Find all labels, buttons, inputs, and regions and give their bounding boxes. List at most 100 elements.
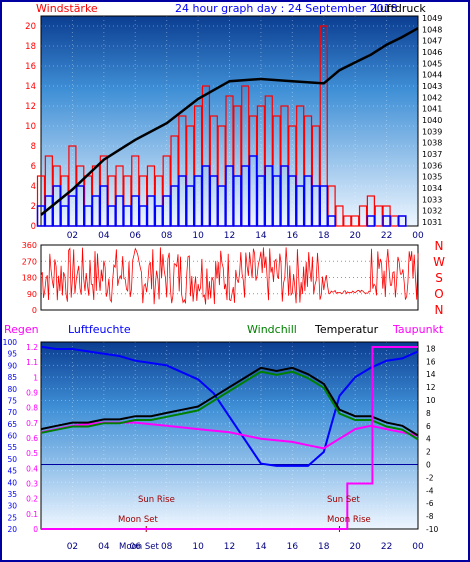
legend-dewpoint: Taupunkt bbox=[392, 323, 444, 336]
wind-x-tick-label: 14 bbox=[255, 231, 267, 241]
temp-panel-bg bbox=[41, 342, 418, 529]
wind-avg-bar bbox=[193, 175, 203, 227]
wind-tick-label: 2 bbox=[31, 202, 36, 212]
pressure-tick-label: 1038 bbox=[422, 139, 442, 148]
temp-x-tick-label: 08 bbox=[161, 542, 173, 552]
wind-axis-title: Windstärke bbox=[36, 2, 98, 15]
compass-label: W bbox=[433, 255, 445, 269]
wind-avg-bar bbox=[209, 175, 219, 227]
wind-direction-trace bbox=[40, 247, 419, 305]
temp-tick-label: 16 bbox=[426, 357, 436, 366]
humidity-tick-label: 80 bbox=[7, 385, 17, 394]
wind-avg-bar bbox=[107, 205, 116, 227]
legend-humidity: Luftfeuchte bbox=[68, 323, 131, 336]
compass-label: N bbox=[435, 303, 444, 317]
temp-x-tick-label: 14 bbox=[255, 542, 267, 552]
temp-x-tick-label: 10 bbox=[192, 542, 204, 552]
sun-rise-label: Sun Rise bbox=[138, 495, 175, 505]
compass-label: N bbox=[435, 239, 444, 253]
humidity-tick-label: 90 bbox=[7, 361, 17, 370]
wind-avg-bar bbox=[264, 165, 274, 227]
temp-x-tick-label: 20 bbox=[349, 542, 361, 552]
humidity-tick-label: 35 bbox=[7, 490, 17, 499]
wind-tick-label: 8 bbox=[31, 142, 36, 152]
humidity-tick-label: 30 bbox=[7, 502, 17, 511]
moon-set-tick-label: Moon Set bbox=[119, 542, 159, 552]
rain-tick-label: 0.1 bbox=[26, 510, 38, 519]
pressure-tick-label: 1041 bbox=[422, 105, 442, 114]
pressure-line bbox=[40, 27, 419, 216]
wind-avg-bar bbox=[76, 185, 85, 227]
wind-gust-bar bbox=[335, 205, 344, 227]
wind-avg-bar bbox=[146, 195, 156, 227]
pressure-tick-label: 1040 bbox=[422, 116, 442, 125]
pressure-tick-label: 1033 bbox=[422, 195, 442, 204]
temp-tick-label: -2 bbox=[426, 473, 434, 482]
wind-gust-bar bbox=[351, 215, 360, 227]
wind-gust-bar bbox=[390, 215, 399, 227]
pressure-tick-label: 1046 bbox=[422, 48, 442, 57]
wind-avg-bar bbox=[303, 175, 313, 227]
wind-avg-bar bbox=[185, 185, 195, 227]
humidity-tick-label: 20 bbox=[7, 525, 17, 534]
wind-avg-bar bbox=[60, 205, 69, 227]
wind-tick-label: 18 bbox=[25, 42, 36, 52]
pressure-tick-label: 1044 bbox=[422, 71, 442, 80]
wind-avg-bar bbox=[233, 175, 242, 227]
wind-tick-label: 4 bbox=[31, 182, 36, 192]
temp-tick-label: 0 bbox=[426, 461, 431, 470]
pressure-tick-label: 1031 bbox=[422, 218, 442, 227]
wind-avg-bar bbox=[256, 175, 266, 227]
wind-avg-bar bbox=[131, 195, 140, 227]
temp-tick-label: 2 bbox=[426, 448, 431, 457]
direction-tick-label: 90 bbox=[27, 290, 37, 299]
temp-x-tick-label: 22 bbox=[381, 542, 392, 552]
temp-tick-label: 6 bbox=[426, 422, 431, 431]
wind-avg-bar bbox=[240, 165, 250, 227]
temp-tick-label: 4 bbox=[426, 435, 431, 444]
direction-tick-label: 180 bbox=[22, 274, 37, 283]
humidity-tick-label: 65 bbox=[7, 420, 17, 429]
rain-tick-label: 0.5 bbox=[26, 449, 38, 458]
wind-avg-bar bbox=[154, 205, 164, 227]
wind-tick-label: 16 bbox=[25, 62, 36, 72]
direction-tick-label: 0 bbox=[32, 306, 37, 315]
humidity-tick-label: 75 bbox=[7, 396, 17, 405]
pressure-tick-label: 1048 bbox=[422, 25, 442, 34]
wind-tick-label: 20 bbox=[25, 22, 36, 32]
pressure-tick-label: 1036 bbox=[422, 161, 442, 170]
pressure-tick-label: 1035 bbox=[422, 173, 442, 182]
humidity-tick-label: 55 bbox=[7, 443, 17, 452]
rain-tick-label: 0 bbox=[33, 525, 38, 534]
wind-x-tick-label: 20 bbox=[349, 231, 361, 241]
wind-x-tick-label: 10 bbox=[192, 231, 204, 241]
wind-tick-label: 6 bbox=[31, 162, 36, 172]
moon-set-label: Moon Set bbox=[118, 515, 158, 525]
temp-tick-label: -6 bbox=[426, 499, 434, 508]
wind-x-tick-label: 00 bbox=[412, 231, 424, 241]
pressure-tick-label: 1032 bbox=[422, 207, 442, 216]
pressure-tick-label: 1049 bbox=[422, 14, 442, 23]
compass-label: S bbox=[435, 271, 443, 285]
wind-avg-bar bbox=[311, 185, 321, 227]
temp-tick-label: 10 bbox=[426, 396, 436, 405]
legend-rain: Regen bbox=[4, 323, 39, 336]
wind-avg-bar bbox=[225, 165, 234, 227]
wind-x-tick-label: 02 bbox=[67, 231, 78, 241]
humidity-tick-label: 70 bbox=[7, 408, 17, 417]
temp-tick-label: 14 bbox=[426, 370, 436, 379]
rain-tick-label: 1.1 bbox=[26, 358, 38, 367]
wind-avg-bar bbox=[327, 215, 336, 227]
temp-x-tick-label: 12 bbox=[224, 542, 235, 552]
pressure-tick-label: 1042 bbox=[422, 93, 442, 102]
rain-tick-label: 0.9 bbox=[26, 389, 38, 398]
wind-x-tick-label: 12 bbox=[224, 231, 235, 241]
pressure-tick-label: 1047 bbox=[422, 37, 442, 46]
humidity-tick-label: 45 bbox=[7, 467, 17, 476]
humidity-tick-label: 60 bbox=[7, 432, 17, 441]
temp-x-tick-label: 04 bbox=[98, 542, 110, 552]
pressure-tick-label: 1043 bbox=[422, 82, 442, 91]
wind-avg-bar bbox=[162, 195, 171, 227]
